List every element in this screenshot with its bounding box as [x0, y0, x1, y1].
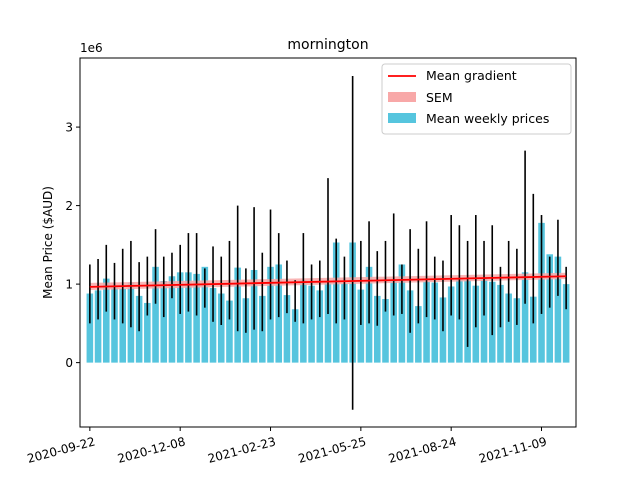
- y-axis-label: Mean Price ($AUD): [41, 186, 55, 299]
- bar: [505, 293, 512, 363]
- bar: [193, 273, 200, 363]
- legend-label-sem: SEM: [426, 90, 453, 105]
- mean-gradient-line: [89, 275, 567, 288]
- y-tick-label: 1: [65, 278, 73, 292]
- bar: [431, 282, 439, 363]
- bar: [168, 276, 176, 363]
- bar: [94, 290, 102, 363]
- y-offset-label: 1e6: [80, 41, 103, 55]
- legend-box: [381, 63, 572, 135]
- bar: [152, 266, 159, 363]
- axes-frame: [79, 57, 577, 428]
- bar: [176, 272, 184, 363]
- bar: [390, 279, 397, 363]
- bar: [185, 272, 192, 363]
- bar: [324, 282, 332, 363]
- bar: [86, 293, 94, 363]
- bar: [357, 289, 365, 363]
- bar: [373, 295, 381, 363]
- bar: [480, 277, 488, 363]
- plot-area: [86, 76, 570, 410]
- bar: [316, 290, 324, 363]
- bar: [562, 284, 570, 363]
- legend-swatch-bars: [388, 113, 416, 123]
- y-axis: 0 1 2 3: [65, 121, 80, 370]
- bar: [111, 286, 118, 363]
- bar: [530, 296, 537, 363]
- bar: [283, 295, 291, 363]
- bar: [144, 302, 151, 363]
- bar: [209, 288, 217, 363]
- bar: [308, 285, 315, 363]
- bar: [513, 298, 521, 363]
- bar: [160, 280, 168, 363]
- bar: [226, 300, 233, 363]
- chart-title: mornington: [287, 37, 368, 53]
- y-tick-label: 3: [65, 121, 73, 135]
- legend-label-gradient: Mean gradient: [426, 68, 517, 83]
- bar: [201, 266, 209, 363]
- bar: [554, 256, 562, 363]
- bar: [415, 306, 422, 363]
- bar: [119, 288, 126, 363]
- bar: [546, 254, 554, 363]
- legend-swatch-sem: [388, 92, 416, 102]
- bar: [102, 278, 110, 363]
- bar: [341, 283, 348, 363]
- bar: [521, 272, 529, 363]
- bar: [423, 281, 430, 363]
- legend-label-bars: Mean weekly prices: [426, 111, 549, 126]
- y-tick-label: 0: [65, 356, 73, 370]
- bar: [456, 277, 463, 363]
- bar: [217, 293, 225, 363]
- bar: [382, 299, 389, 363]
- y-tick-label: 2: [65, 199, 73, 213]
- bar: [291, 309, 299, 363]
- legend: Mean gradient SEM Mean weekly prices: [381, 63, 572, 135]
- bar: [447, 286, 455, 363]
